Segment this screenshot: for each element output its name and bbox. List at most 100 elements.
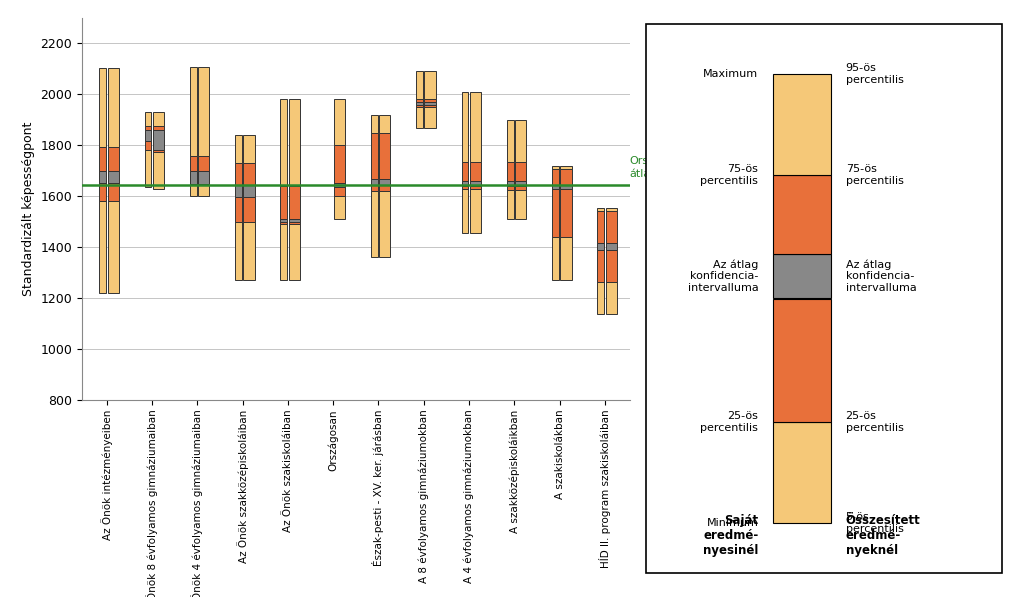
Bar (379, 191, 390, 257)
Text: 95-ös
percentilis: 95-ös percentilis (846, 63, 903, 85)
Bar (289, 224, 300, 280)
Bar (773, 175, 831, 254)
Bar (597, 211, 604, 242)
Bar (371, 133, 378, 179)
Bar (108, 201, 119, 293)
Bar (244, 221, 255, 280)
Text: Minimum: Minimum (707, 518, 759, 528)
Bar (244, 163, 255, 185)
Bar (773, 298, 831, 422)
Bar (371, 191, 378, 257)
Bar (371, 184, 378, 191)
Bar (597, 282, 604, 314)
Bar (289, 219, 300, 222)
Bar (244, 198, 255, 221)
Bar (597, 250, 604, 282)
Bar (281, 222, 288, 224)
Bar (773, 422, 831, 523)
Bar (99, 171, 106, 183)
Bar (198, 156, 209, 171)
Bar (560, 184, 571, 189)
Bar (560, 169, 571, 184)
Bar (417, 99, 423, 103)
Bar (470, 189, 481, 233)
Bar (424, 103, 436, 105)
Y-axis label: Standardizált képességpont: Standardizált képességpont (22, 122, 35, 296)
Text: 75-ös
percentilis: 75-ös percentilis (700, 164, 759, 186)
Bar (552, 184, 559, 189)
Bar (552, 238, 559, 280)
Bar (470, 186, 481, 189)
Bar (470, 162, 481, 181)
Bar (334, 183, 345, 186)
Bar (198, 67, 209, 156)
Bar (379, 133, 390, 179)
Bar (424, 105, 436, 107)
Bar (605, 282, 616, 314)
Bar (773, 254, 831, 298)
Bar (507, 190, 514, 219)
Bar (198, 171, 209, 184)
Bar (334, 145, 345, 183)
Bar (515, 186, 526, 190)
Bar (515, 190, 526, 219)
Text: 5-ös
percentilis: 5-ös percentilis (846, 512, 903, 534)
Bar (236, 135, 242, 163)
Bar (144, 131, 152, 141)
Bar (99, 146, 106, 171)
Bar (417, 72, 423, 99)
Bar (108, 183, 119, 201)
Bar (515, 120, 526, 162)
Bar (424, 99, 436, 103)
Bar (153, 126, 164, 130)
Bar (371, 179, 378, 184)
Bar (424, 107, 436, 128)
Bar (334, 196, 345, 219)
Bar (379, 184, 390, 191)
Text: 25-ös
percentilis: 25-ös percentilis (700, 411, 759, 433)
Bar (144, 150, 152, 187)
Bar (552, 165, 559, 169)
Bar (236, 221, 242, 280)
Bar (198, 171, 209, 196)
Bar (462, 186, 468, 189)
Bar (99, 67, 106, 146)
Bar (552, 169, 559, 184)
Bar (99, 183, 106, 201)
Bar (417, 105, 423, 107)
Bar (244, 185, 255, 198)
Bar (108, 171, 119, 183)
Bar (470, 92, 481, 162)
Bar (236, 198, 242, 221)
Bar (144, 126, 152, 131)
Text: Az átlag
konfidencia-
intervalluma: Az átlag konfidencia- intervalluma (846, 259, 916, 293)
Bar (153, 150, 164, 152)
Bar (470, 181, 481, 186)
Bar (289, 186, 300, 219)
Bar (108, 67, 119, 146)
Bar (417, 107, 423, 128)
Bar (153, 112, 164, 126)
Bar (597, 242, 604, 250)
Bar (462, 92, 468, 162)
Bar (515, 181, 526, 186)
Bar (560, 189, 571, 238)
Bar (189, 156, 197, 171)
FancyBboxPatch shape (646, 23, 1001, 574)
Bar (371, 115, 378, 133)
Bar (144, 141, 152, 150)
Bar (552, 189, 559, 238)
Bar (334, 100, 345, 145)
Bar (153, 130, 164, 150)
Bar (417, 103, 423, 105)
Bar (281, 186, 288, 219)
Text: Saját
eredmé-
nyesinél: Saját eredmé- nyesinél (703, 513, 759, 556)
Bar (424, 72, 436, 99)
Bar (236, 163, 242, 185)
Bar (560, 238, 571, 280)
Bar (289, 222, 300, 224)
Bar (507, 120, 514, 162)
Bar (189, 67, 197, 156)
Bar (560, 165, 571, 169)
Text: Összesített
eredmé-
nyeknél: Összesített eredmé- nyeknél (846, 513, 921, 556)
